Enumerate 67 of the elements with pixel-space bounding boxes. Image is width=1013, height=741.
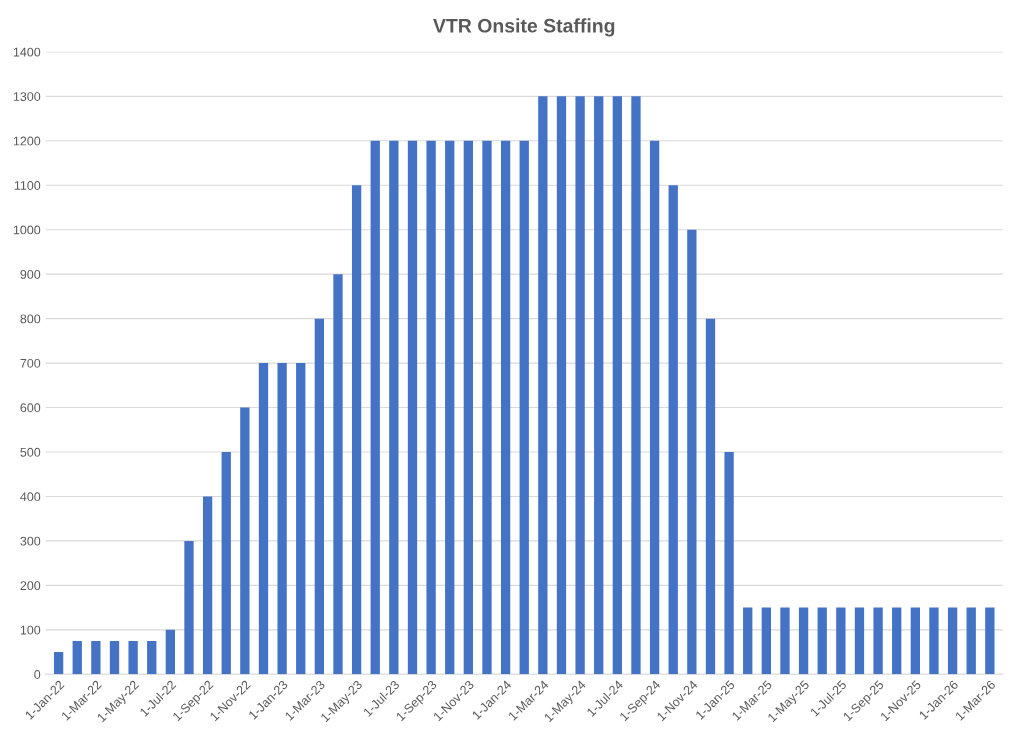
y-tick-label: 1100 <box>14 181 41 190</box>
y-tick-label: 300 <box>20 536 41 546</box>
bar <box>296 363 306 675</box>
y-tick-label: 200 <box>20 581 41 591</box>
y-tick-label: 1400 <box>13 47 41 57</box>
bar <box>333 274 343 675</box>
bar <box>407 140 418 675</box>
bar <box>91 640 101 675</box>
bar <box>705 318 716 675</box>
bar <box>314 318 325 675</box>
bar <box>202 496 213 675</box>
bar <box>445 140 455 675</box>
bar <box>351 185 362 675</box>
bar <box>724 452 734 675</box>
bar <box>556 96 567 675</box>
bar <box>426 140 436 675</box>
bar <box>594 96 604 675</box>
bar <box>873 607 883 675</box>
bar <box>72 640 82 675</box>
y-tick-label: 1000 <box>13 225 41 235</box>
bar <box>109 640 120 675</box>
bar <box>687 229 697 675</box>
bar <box>258 363 269 675</box>
bar <box>817 607 827 675</box>
bar <box>612 96 622 675</box>
bar <box>575 96 585 675</box>
y-tick-label: 600 <box>20 403 41 413</box>
bar <box>947 607 958 675</box>
bar <box>147 640 157 675</box>
y-tick-label: 1200 <box>13 136 41 146</box>
bar <box>165 629 176 675</box>
bar <box>500 140 511 675</box>
bar <box>240 407 250 675</box>
bar <box>370 140 380 675</box>
bar <box>985 607 995 675</box>
bar <box>128 640 138 675</box>
bar <box>761 607 771 675</box>
y-tick-label: 1300 <box>13 92 41 101</box>
bar <box>53 652 64 675</box>
bar <box>798 607 809 675</box>
bar <box>929 607 939 675</box>
bar <box>780 607 790 675</box>
y-tick-label: 900 <box>20 269 41 279</box>
bar <box>966 607 976 675</box>
y-tick-label: 500 <box>20 447 41 457</box>
y-tick-label: 800 <box>20 314 41 324</box>
bar <box>836 607 846 675</box>
bar <box>649 140 660 675</box>
bar <box>221 452 231 675</box>
bar <box>482 140 492 675</box>
bar <box>184 540 194 675</box>
bar <box>910 607 920 675</box>
bar <box>892 607 902 675</box>
bar <box>743 607 753 675</box>
bar <box>854 607 865 675</box>
y-tick-label: 100 <box>20 625 41 635</box>
chart-title: VTR Onsite Staffing <box>433 18 615 37</box>
bar <box>463 140 474 675</box>
bar <box>519 140 529 675</box>
bar <box>631 96 641 675</box>
bar <box>668 185 678 675</box>
y-tick-label: 400 <box>20 492 41 502</box>
y-tick-label: 700 <box>20 358 41 368</box>
bar <box>389 140 399 675</box>
y-tick-label: 0 <box>34 670 41 679</box>
bar <box>538 96 548 675</box>
bar <box>277 363 287 675</box>
